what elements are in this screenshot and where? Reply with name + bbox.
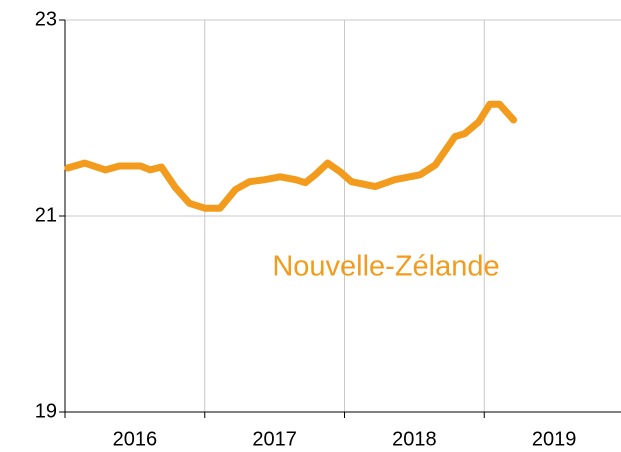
x-tick-label: 2018 [392,428,437,450]
series-label: Nouvelle-Zélande [272,251,499,283]
x-tick-label: 2016 [113,428,158,450]
y-tick-label: 21 [35,204,57,226]
y-tick-label: 19 [35,400,57,422]
y-tick-label: 23 [35,8,57,30]
x-tick-label: 2019 [532,428,577,450]
x-tick-label: 2017 [252,428,297,450]
line [64,100,518,212]
